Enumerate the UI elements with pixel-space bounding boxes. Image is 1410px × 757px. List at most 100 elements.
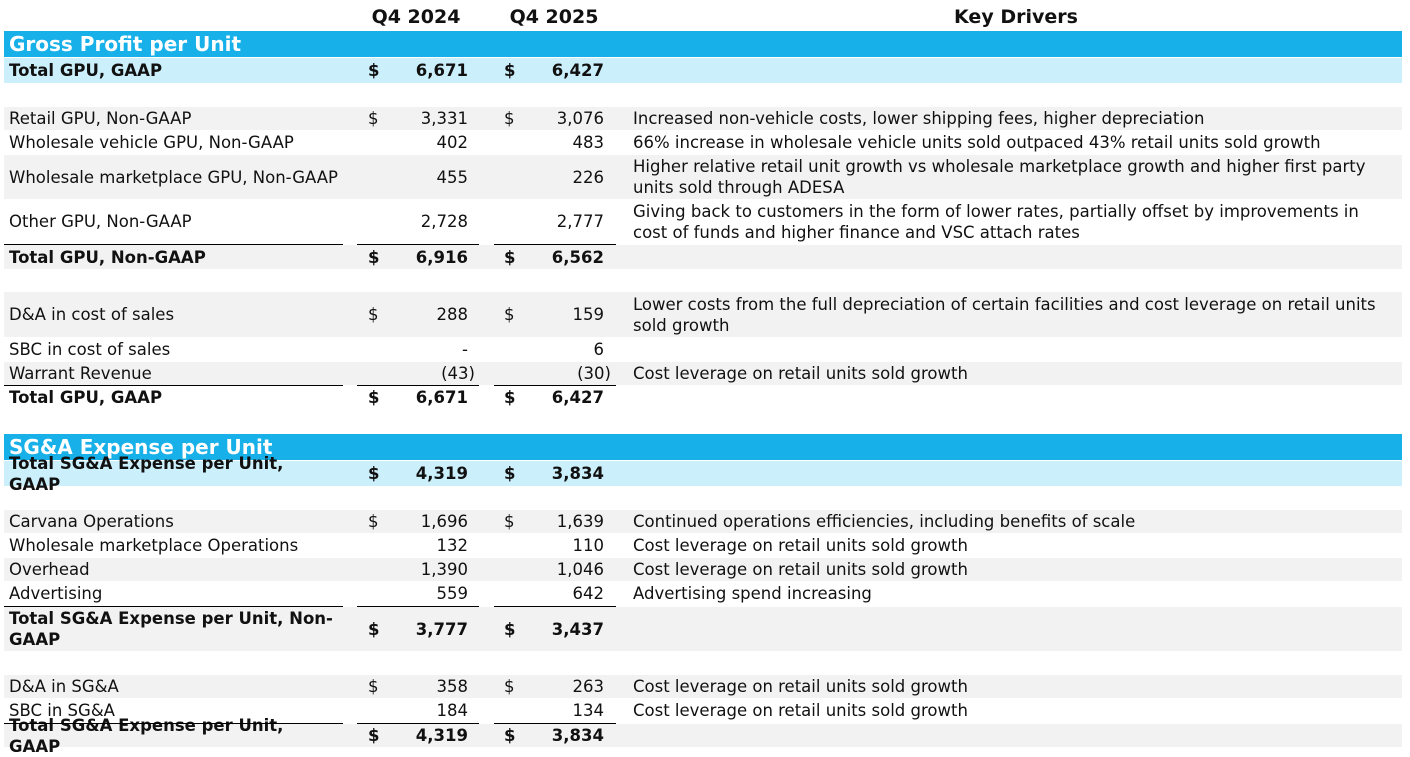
total-rule-line: [494, 606, 616, 607]
q4-2024-value: 3,331: [420, 109, 468, 128]
q4-2025-currency: $: [504, 305, 515, 324]
q4-2025-value: 6,427: [551, 61, 604, 80]
key-driver-text: 66% increase in wholesale vehicle units …: [633, 133, 1321, 152]
q4-2025-currency: [504, 200, 524, 243]
q4-2024-value: 1,696: [420, 512, 468, 531]
q4-2024-currency: [368, 338, 388, 361]
total-rule-line: [357, 606, 479, 607]
q4-2025-value: 263: [572, 677, 605, 696]
q4-2024-currency: [368, 534, 388, 557]
row-label: Advertising: [9, 584, 103, 603]
q4-2025-value: 483: [572, 133, 605, 152]
q4-2025-value: 2,777: [556, 212, 604, 231]
table-row: Total GPU, GAAP $6,671 $6,427: [4, 386, 1402, 409]
column-header-q4-2025: Q4 2025: [509, 6, 599, 28]
q4-2025-currency: $: [504, 726, 516, 745]
total-rule-line: [4, 723, 343, 724]
key-driver-text: [633, 724, 1398, 747]
q4-2025-value: 1,639: [556, 512, 604, 531]
row-label: Total SG&A Expense per Unit, GAAP: [9, 715, 284, 756]
total-rule-line: [357, 385, 479, 386]
table-row: Total GPU, GAAP $6,671 $6,427: [4, 58, 1402, 83]
row-label: Total SG&A Expense per Unit, Non-GAAP: [9, 609, 333, 649]
q4-2024-currency: $: [368, 512, 379, 531]
q4-2024-currency: $: [368, 247, 380, 267]
q4-2025-currency: [504, 699, 524, 722]
q4-2024-value: 4,319: [415, 726, 468, 745]
q4-2024-currency: $: [368, 726, 380, 745]
q4-2024-value: 6,671: [415, 388, 468, 407]
q4-2025-value: 110: [572, 536, 605, 555]
q4-2025-currency: [504, 362, 524, 385]
q4-2024-currency: $: [368, 677, 379, 696]
q4-2024-value: 2,728: [420, 212, 468, 231]
key-driver-text: Cost leverage on retail units sold growt…: [633, 677, 968, 696]
row-label: Retail GPU, Non-GAAP: [9, 109, 192, 128]
key-driver-text: Cost leverage on retail units sold growt…: [633, 560, 968, 579]
column-header-key-drivers: Key Drivers: [954, 6, 1078, 28]
key-driver-text: [633, 338, 1398, 361]
q4-2024-value: 1,390: [420, 560, 468, 579]
key-driver-text: Continued operations efficiencies, inclu…: [633, 512, 1136, 531]
table-row: Other GPU, Non-GAAP 2,728 2,777 Giving back…: [4, 200, 1402, 243]
row-label: SBC in cost of sales: [9, 340, 171, 359]
q4-2024-value: 184: [436, 701, 469, 720]
table-row: D&A in cost of sales $288 $159 Lower costs …: [4, 292, 1402, 337]
q4-2024-currency: [368, 362, 388, 385]
total-rule-line: [4, 244, 343, 245]
q4-2024-value: -: [462, 340, 468, 359]
q4-2025-value: 3,834: [551, 464, 604, 483]
section-gross-profit-per-unit: Gross Profit per Unit: [4, 31, 1402, 57]
q4-2025-value: 6,562: [551, 247, 604, 267]
table-row: Overhead 1,390 1,046 Cost leverage on retai…: [4, 558, 1402, 581]
key-driver-text: Advertising spend increasing: [633, 584, 872, 603]
key-driver-text: [633, 461, 1398, 486]
q4-2024-value: 559: [436, 584, 469, 603]
q4-2024-currency: [368, 699, 388, 722]
q4-2025-currency: $: [504, 61, 516, 80]
row-label: D&A in SG&A: [9, 677, 119, 696]
q4-2024-value: 4,319: [415, 464, 468, 483]
key-driver-text: [633, 607, 1398, 651]
key-driver-text: Giving back to customers in the form of …: [633, 201, 1359, 242]
total-rule-line: [494, 723, 616, 724]
table-row: Total SG&A Expense per Unit, GAAP $4,319 $…: [4, 715, 1402, 756]
section-title: SG&A Expense per Unit: [9, 435, 273, 459]
q4-2024-value: 3,777: [415, 619, 468, 639]
section-sga-expense-per-unit: SG&A Expense per Unit: [4, 434, 1402, 460]
table-row: Advertising 559 642 Advertising spend incre…: [4, 582, 1402, 605]
q4-2024-currency: $: [368, 61, 380, 80]
q4-2025-value: (30): [577, 364, 611, 383]
q4-2025-currency: $: [504, 388, 516, 407]
row-label: Carvana Operations: [9, 512, 174, 531]
row-label: Wholesale marketplace GPU, Non-GAAP: [9, 167, 339, 187]
q4-2025-currency: $: [504, 109, 515, 128]
section-title: Gross Profit per Unit: [9, 32, 242, 56]
q4-2024-currency: $: [368, 109, 379, 128]
q4-2025-value: 226: [572, 167, 605, 187]
q4-2025-currency: $: [504, 677, 515, 696]
q4-2024-currency: [368, 558, 388, 581]
row-label: Wholesale marketplace Operations: [9, 536, 299, 555]
q4-2025-value: 159: [572, 305, 605, 324]
q4-2024-currency: $: [368, 464, 380, 483]
table-row: Wholesale marketplace Operations 132 110 Co…: [4, 534, 1402, 557]
key-driver-text: [633, 58, 1398, 83]
q4-2025-value: 3,076: [556, 109, 604, 128]
row-label: D&A in cost of sales: [9, 305, 175, 324]
q4-2024-currency: $: [368, 388, 380, 407]
q4-2025-value: 3,834: [551, 726, 604, 745]
row-label: SBC in SG&A: [9, 701, 115, 720]
q4-2024-currency: $: [368, 305, 379, 324]
column-header-q4-2024: Q4 2024: [371, 6, 461, 28]
q4-2025-value: 3,437: [551, 619, 604, 639]
q4-2024-currency: $: [368, 619, 380, 639]
row-label: Total GPU, Non-GAAP: [9, 247, 206, 267]
table-row: Total SG&A Expense per Unit, GAAP $4,319 $…: [4, 454, 1402, 494]
key-driver-text: Higher relative retail unit growth vs wh…: [633, 157, 1366, 197]
row-label: Other GPU, Non-GAAP: [9, 212, 192, 231]
key-driver-text: Lower costs from the full depreciation o…: [633, 294, 1376, 335]
q4-2024-currency: [368, 200, 388, 243]
key-driver-text: [633, 386, 1398, 409]
table-row: Wholesale marketplace GPU, Non-GAAP 455 22…: [4, 155, 1402, 199]
